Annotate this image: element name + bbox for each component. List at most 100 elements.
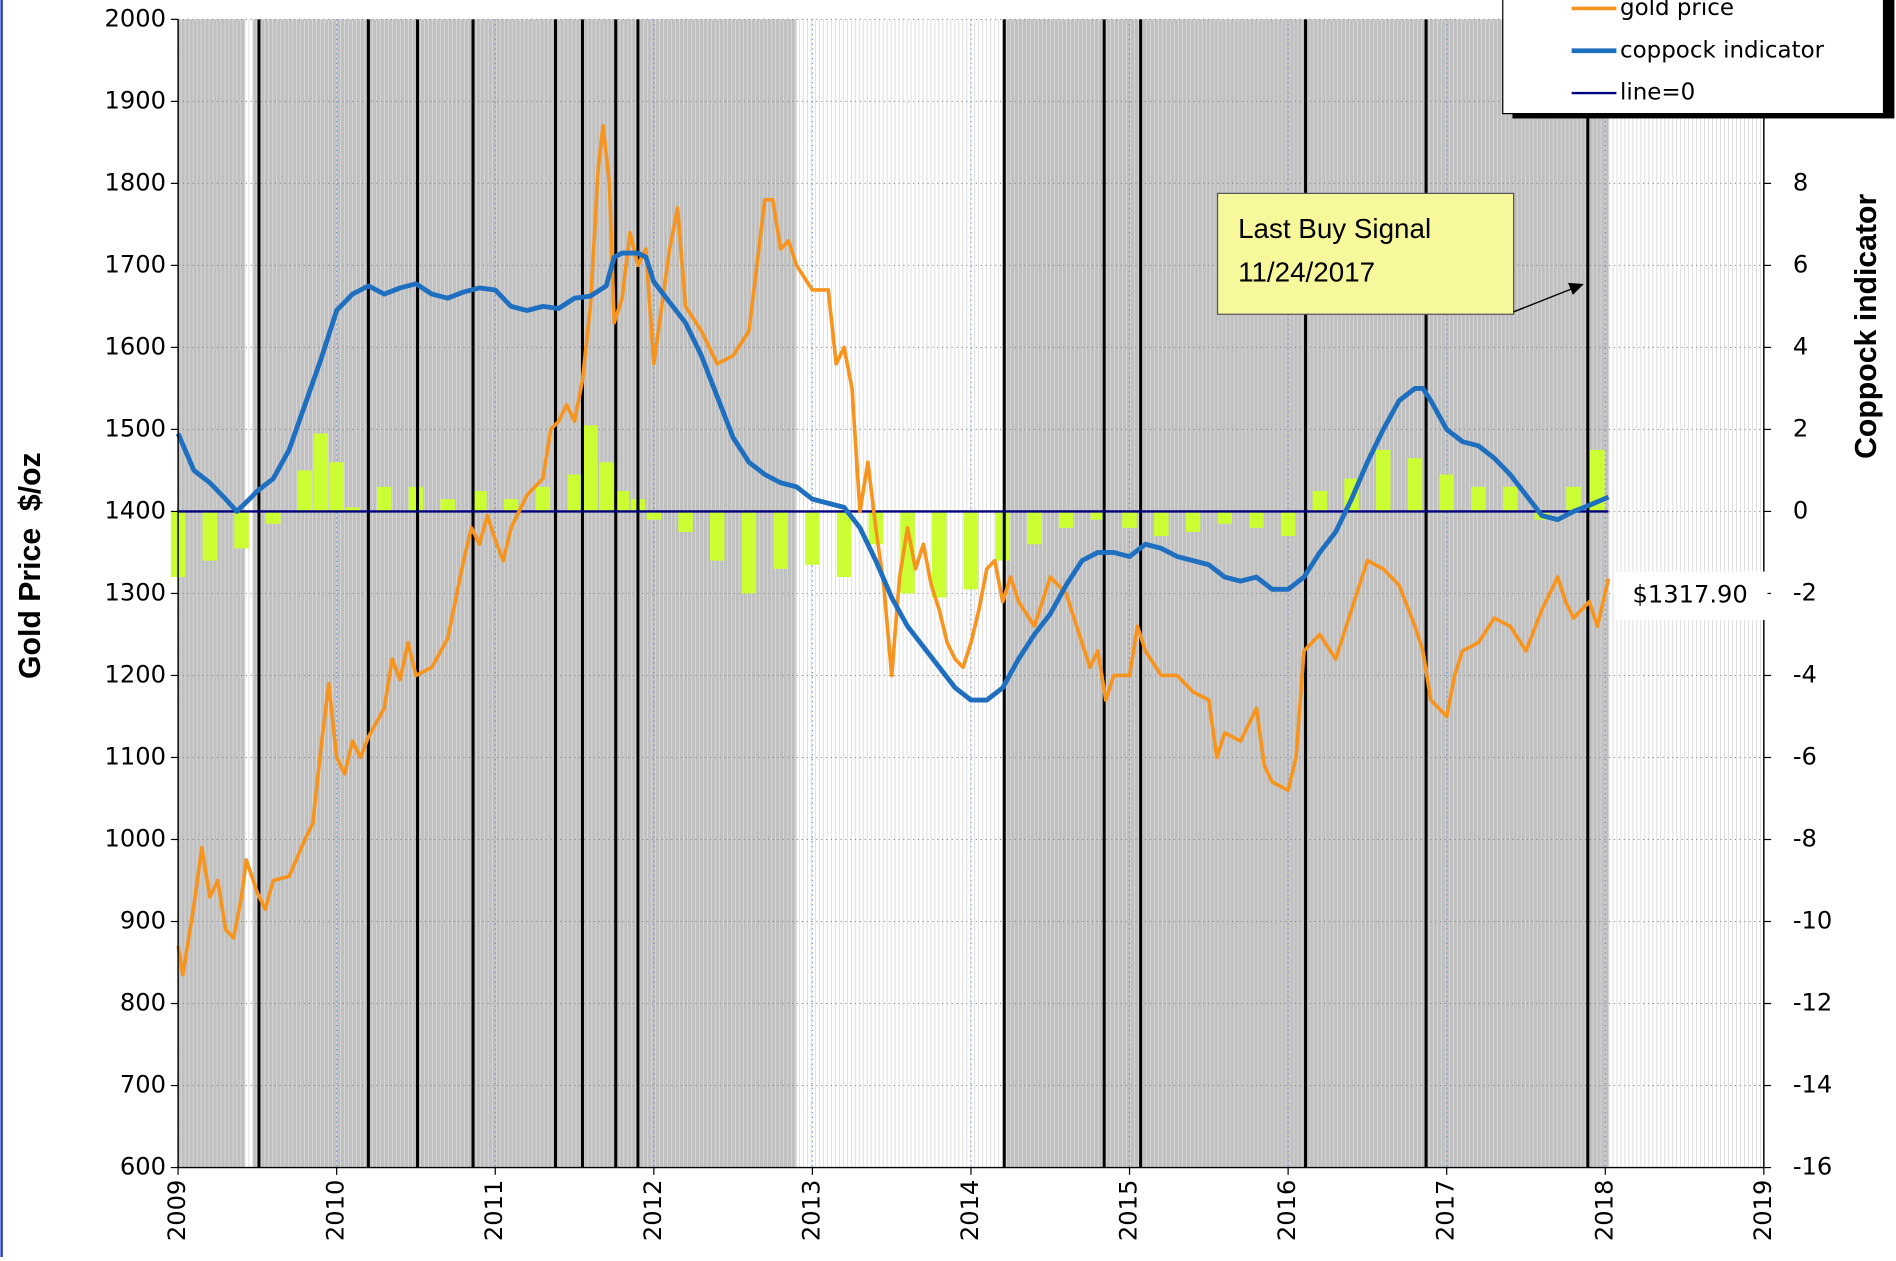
y2-tick-label: -10 [1793,907,1832,935]
histogram-bar [709,511,725,561]
histogram-bar [1217,511,1232,524]
histogram-bar [503,499,519,512]
annotation-box [1216,192,1515,315]
histogram-bar [297,470,313,512]
histogram-bar [1312,490,1328,512]
y-tick-label: 900 [120,907,166,935]
x-tick-label: 2017 [1432,1180,1460,1241]
y-tick-label: 1000 [105,824,166,852]
histogram-bar [376,486,392,512]
y-tick-label: 2000 [105,4,166,32]
y-tick-label: 1900 [105,86,166,114]
annotation: Last Buy Signal 11/24/2017 [1216,192,1584,315]
x-tick-label: 2018 [1590,1180,1618,1241]
histogram-bar [265,511,281,524]
x-tick-label: 2014 [956,1180,984,1241]
histogram-bar [963,511,979,590]
x-tick-label: 2015 [1115,1180,1143,1241]
y-tick-label: 1300 [105,578,166,606]
legend-box [1502,0,1885,115]
legend-label: line=0 [1620,80,1695,106]
y2-tick-label: 4 [1793,332,1808,360]
y-tick-label: 700 [120,1071,166,1099]
series-line [175,250,1610,703]
y2-axis-title: Coppock indicator [1850,194,1883,459]
histogram-bar [583,425,598,512]
histogram-bar [234,511,249,549]
y2-tick-label: -16 [1793,1153,1832,1181]
x-tick-label: 2019 [1749,1180,1777,1241]
histogram-bar [1502,486,1518,512]
histogram-bar [535,486,551,512]
y-tick-label: 1400 [105,496,166,524]
y2-tick-label: -4 [1793,660,1817,688]
y-tick-label: 1100 [105,742,166,770]
histogram-bar [408,486,424,512]
x-tick-label: 2011 [480,1180,508,1241]
histogram-bar [773,511,788,569]
histogram-bar [836,511,852,578]
y-tick-label: 800 [120,989,166,1017]
histogram-bar [1280,511,1296,537]
axes: 600 700 800 900 1000 1100 1200 1300 1400 1500 1600… [105,4,1833,1241]
histogram-bar [931,511,947,598]
histogram-bar [202,511,218,561]
histogram-bar [472,490,487,512]
legend-label: coppock indicator [1620,37,1825,63]
histogram-bar [345,507,360,512]
price-label-box [1613,571,1768,620]
y2-tick-label: -8 [1793,824,1817,852]
histogram-bar [598,462,614,512]
histogram-bar [313,433,329,512]
histogram-bar [1471,486,1486,512]
histogram-bar [900,511,915,594]
series-line [176,124,1611,977]
y2-tick-label: 0 [1793,496,1808,524]
annotation-line: 11/24/2017 [1238,257,1375,288]
x-tick-label: 2012 [639,1180,667,1241]
histogram-bar [741,511,757,594]
x-tick-label: 2009 [163,1180,191,1241]
histogram-bar [995,511,1010,561]
histogram-bar [1249,511,1264,528]
shaded-hatch [178,19,245,1168]
histogram-bar [329,462,344,512]
histogram-bar [1154,511,1169,537]
histogram-bar [1122,511,1137,528]
x-tick-label: 2013 [797,1180,825,1241]
y2-tick-label: -14 [1793,1071,1832,1099]
histogram-bar [1027,511,1042,545]
histogram-bar [678,511,693,532]
y-axis-title: Gold Price $/oz [14,452,47,679]
y-tick-label: 1200 [105,660,166,688]
histogram-bar [646,511,662,520]
y-tick-label: 1600 [105,332,166,360]
price-label: $1317.90 [1632,581,1747,609]
histogram-bar [1376,449,1391,512]
arrow-head [1568,282,1584,295]
histogram-bar [1590,449,1605,512]
y2-tick-label: -2 [1793,578,1817,606]
annotation-arrow [1513,288,1572,313]
histogram-bar [1407,458,1423,512]
y-tick-label: 1800 [105,168,166,196]
histogram-bar [1439,474,1454,512]
histogram-bar [440,499,455,512]
histogram-bar [567,474,582,512]
x-tick-label: 2010 [322,1180,350,1241]
y2-tick-label: -12 [1793,989,1832,1017]
histogram-bar [614,490,630,512]
histogram-bar [1185,511,1201,532]
y-tick-label: 600 [120,1153,166,1181]
y2-tick-label: 8 [1793,168,1808,196]
y-tick-label: 1700 [105,250,166,278]
histogram-bar [1090,511,1106,520]
y-tick-label: 1500 [105,414,166,442]
y2-tick-label: 6 [1793,250,1808,278]
legend: gold price coppock indicator line=0 [1502,0,1895,119]
y2-tick-label: -6 [1793,742,1817,770]
legend-label: gold price [1620,0,1734,21]
histogram-bar [1058,511,1074,528]
annotation-line: Last Buy Signal [1238,213,1431,244]
